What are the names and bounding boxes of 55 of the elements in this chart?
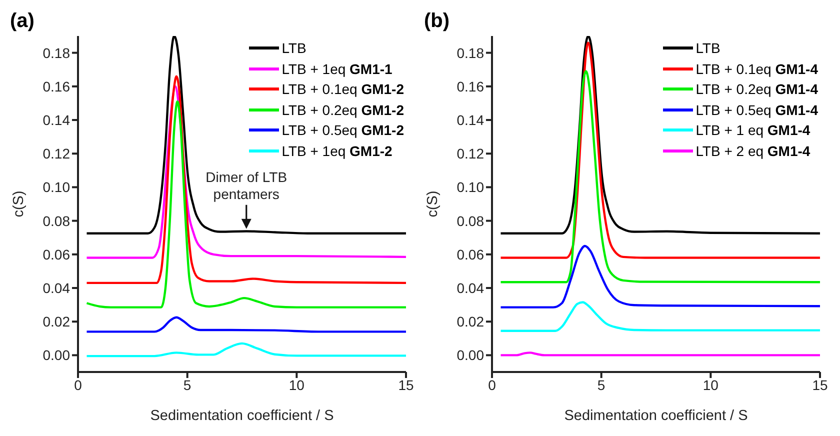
- legend-label: LTB + 0.2eq GM1-2: [282, 100, 404, 120]
- x-axis-title: Sedimentation coefficient / S: [564, 408, 748, 424]
- y-tick-label: 0.12: [456, 146, 484, 162]
- x-axis-title: Sedimentation coefficient / S: [150, 408, 334, 424]
- line-series: [500, 301, 820, 332]
- y-axis-title: c(S): [425, 190, 442, 218]
- legend-label: LTB + 1 eq GM1-4: [696, 121, 810, 140]
- line-series: [86, 85, 406, 259]
- x-tick-label: 0: [74, 376, 82, 393]
- line-series: [86, 75, 406, 284]
- legend-label: LTB + 0.5eq GM1-4: [696, 100, 818, 120]
- line-series: [86, 36, 406, 234]
- x-tick-label: 10: [702, 376, 719, 393]
- line-series: [500, 244, 820, 308]
- chart-title: (a): [10, 10, 34, 33]
- legend-label: LTB + 1eq GM1-1: [282, 60, 392, 79]
- y-tick-label: 0.08: [456, 212, 484, 229]
- line-series: [86, 100, 406, 308]
- y-tick-label: 0.16: [456, 78, 484, 94]
- legend-label: LTB + 0.2eq GM1-4: [696, 80, 818, 99]
- legend-label: LTB + 2 eq GM1-4: [696, 142, 810, 161]
- x-tick-label: 0: [488, 376, 496, 393]
- y-tick-label: 0.04: [456, 280, 484, 296]
- y-tick-label: 0.14: [456, 112, 484, 128]
- line-series: [86, 316, 406, 333]
- y-tick-label: 0.14: [42, 112, 70, 128]
- legend-label: LTB: [282, 39, 306, 58]
- y-tick-label: 0.16: [42, 78, 70, 94]
- y-tick-label: 0.04: [42, 280, 70, 296]
- y-tick-label: 0.06: [42, 246, 70, 262]
- y-tick-label: 0.18: [42, 44, 70, 61]
- line-series: [86, 342, 406, 358]
- x-tick-label: 5: [183, 376, 192, 393]
- y-tick-label: 0.00: [456, 347, 484, 364]
- y-tick-label: 0.08: [42, 212, 70, 229]
- y-tick-label: 0.10: [456, 179, 484, 196]
- legend-label: LTB: [696, 39, 720, 58]
- x-tick-label: 5: [597, 376, 606, 393]
- y-tick-label: 0.06: [456, 246, 484, 262]
- y-tick-label: 0.18: [456, 44, 484, 61]
- y-tick-label: 0.00: [42, 347, 70, 364]
- y-tick-label: 0.12: [42, 146, 70, 162]
- legend-label: LTB + 1eq GM1-2: [282, 142, 392, 161]
- x-tick-label: 15: [398, 376, 414, 393]
- legend-label: LTB + 0.1eq GM1-2: [282, 80, 404, 99]
- legend-label: LTB + 0.1eq GM1-4: [696, 60, 818, 79]
- y-tick-label: 0.02: [42, 314, 70, 330]
- chart-title: (b): [424, 10, 450, 33]
- legend-label: LTB + 0.5eq GM1-2: [282, 121, 404, 140]
- y-tick-label: 0.10: [42, 179, 70, 196]
- y-tick-label: 0.02: [456, 314, 484, 330]
- y-axis-title: c(S): [11, 190, 28, 218]
- annotation: Dimer of LTB pentamers: [206, 168, 288, 202]
- x-tick-label: 15: [812, 376, 828, 393]
- x-tick-label: 10: [288, 376, 305, 393]
